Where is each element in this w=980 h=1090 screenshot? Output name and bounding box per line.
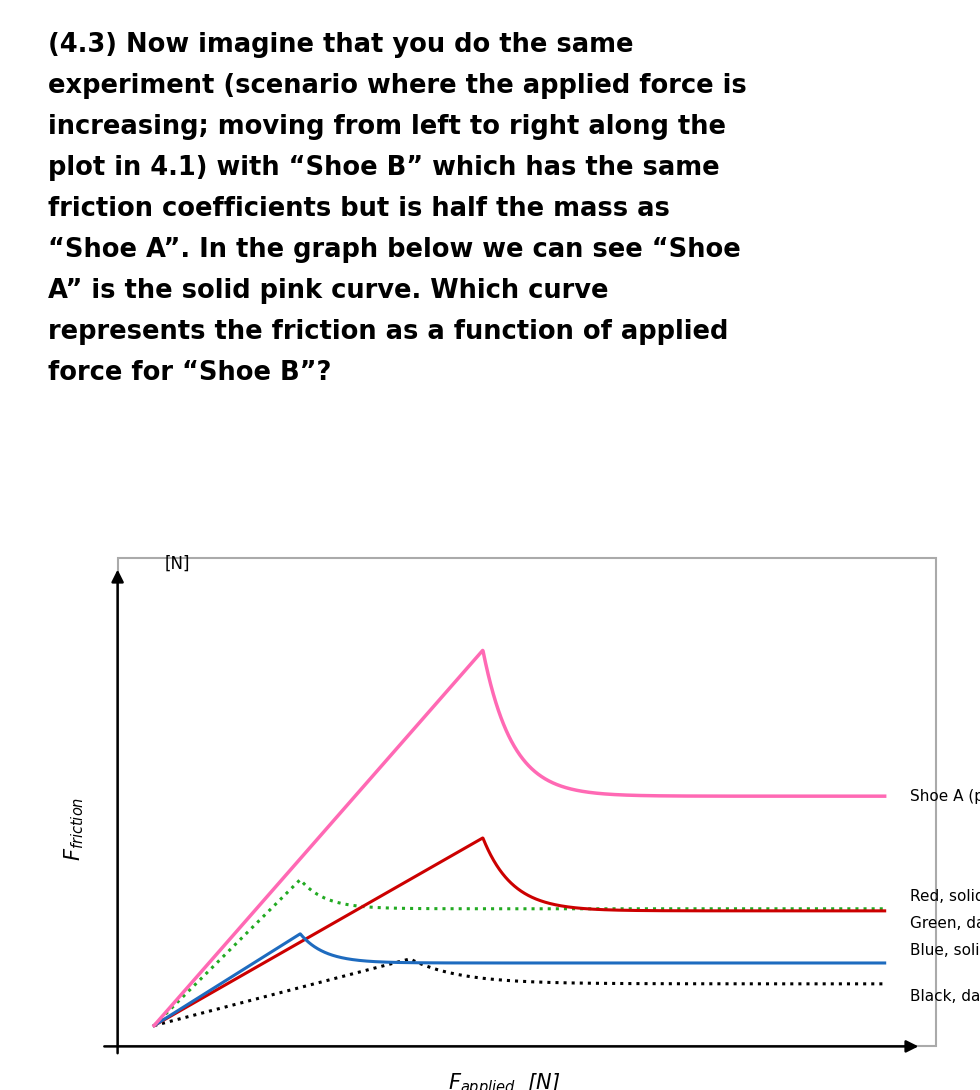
Text: $F_{friction}$: $F_{friction}$ [62,797,85,861]
Text: Red, solid: Red, solid [910,888,980,904]
Text: Green, dashed: Green, dashed [910,916,980,931]
Text: Black, dashed: Black, dashed [910,989,980,1004]
Text: Shoe A (pink, solid): Shoe A (pink, solid) [910,789,980,803]
Text: (4.3) Now imagine that you do the same
experiment (scenario where the applied fo: (4.3) Now imagine that you do the same e… [48,33,747,386]
Text: $F_{applied}$  [N]: $F_{applied}$ [N] [449,1071,562,1090]
Text: [N]: [N] [165,555,190,573]
Text: Blue, solid: Blue, solid [910,943,980,958]
